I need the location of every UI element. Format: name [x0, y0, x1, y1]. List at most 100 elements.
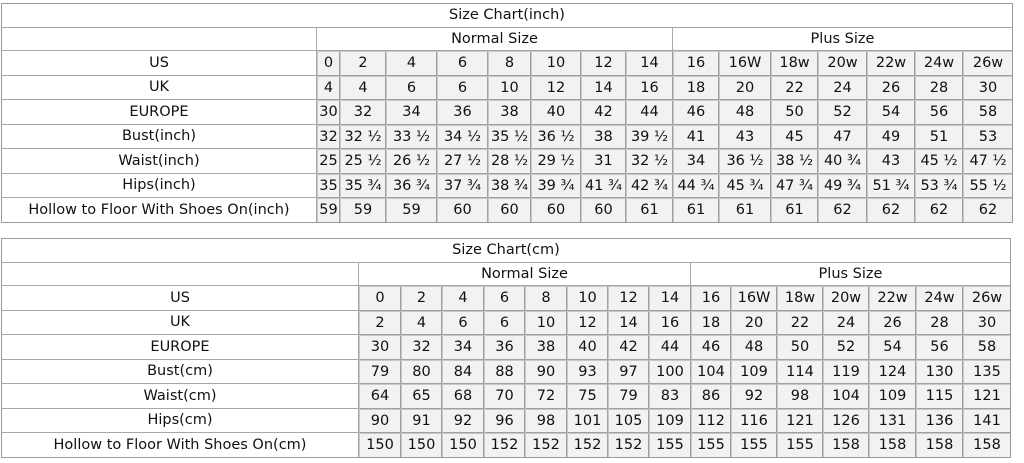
row-label: Hollow to Floor With Shoes On(cm)	[2, 433, 359, 457]
value-cell: 150	[359, 433, 401, 457]
value-cell: 22	[771, 75, 818, 100]
value-cell: 97	[608, 359, 649, 384]
value-cell: 60	[531, 198, 581, 222]
value-cell: 141	[963, 408, 1010, 433]
value-cell: 92	[442, 408, 484, 433]
row-label: Hollow to Floor With Shoes On(inch)	[2, 198, 317, 222]
value-cell: 112	[691, 408, 731, 433]
value-cell: 32 ½	[626, 149, 673, 174]
value-cell: 62	[963, 198, 1012, 222]
size-group-header: Normal Size	[359, 262, 691, 286]
value-cell: 58	[963, 100, 1012, 125]
value-cell: 33 ½	[386, 124, 437, 149]
value-cell: 28	[916, 310, 963, 335]
value-cell: 35 ¾	[340, 173, 386, 198]
value-cell: 150	[401, 433, 442, 457]
table-title: Size Chart(cm)	[2, 239, 1010, 263]
value-cell: 150	[442, 433, 484, 457]
value-cell: 45 ½	[915, 149, 963, 174]
value-cell: 155	[691, 433, 731, 457]
value-cell: 121	[777, 408, 823, 433]
value-cell: 18	[673, 75, 719, 100]
value-cell: 34 ½	[437, 124, 488, 149]
table-row: EUROPE 30 32 34 36 38 40 42 44 46 48 50 52 54 56 58	[2, 335, 1010, 360]
value-cell: 6	[484, 310, 525, 335]
value-cell: 34	[673, 149, 719, 174]
value-cell: 2	[340, 51, 386, 76]
value-cell: 62	[818, 198, 867, 222]
value-cell: 41 ¾	[581, 173, 626, 198]
value-cell: 26	[867, 75, 915, 100]
value-cell: 58	[963, 335, 1010, 360]
row-label: Bust(cm)	[2, 359, 359, 384]
value-cell: 36 ½	[719, 149, 771, 174]
table-row: US 0 2 4 6 8 10 12 14 16 16W 18w 20w 22w 24w 26w	[2, 51, 1012, 76]
value-cell: 34	[386, 100, 437, 125]
value-cell: 158	[823, 433, 869, 457]
row-label: EUROPE	[2, 100, 317, 125]
size-group-header: Plus Size	[691, 262, 1010, 286]
value-cell: 26w	[963, 51, 1012, 76]
value-cell: 48	[719, 100, 771, 125]
value-cell: 47 ½	[963, 149, 1012, 174]
value-cell: 46	[691, 335, 731, 360]
value-cell: 22	[777, 310, 823, 335]
value-cell: 24	[818, 75, 867, 100]
table-row: US 0 2 4 6 8 10 12 14 16 16W 18w 20w 22w 24w 26w	[2, 286, 1010, 311]
value-cell: 12	[581, 51, 626, 76]
value-cell: 0	[359, 286, 401, 311]
title-row: Size Chart(cm)	[2, 239, 1010, 263]
value-cell: 68	[442, 384, 484, 409]
title-row: Size Chart(inch)	[2, 4, 1012, 28]
value-cell: 60	[437, 198, 488, 222]
value-cell: 91	[401, 408, 442, 433]
value-cell: 152	[525, 433, 567, 457]
blank-cell	[2, 262, 359, 286]
row-label: EUROPE	[2, 335, 359, 360]
value-cell: 28	[915, 75, 963, 100]
value-cell: 90	[359, 408, 401, 433]
table-row: UK 4 4 6 6 10 12 14 16 18 20 22 24 26 28 30	[2, 75, 1012, 100]
value-cell: 6	[386, 75, 437, 100]
value-cell: 30	[359, 335, 401, 360]
value-cell: 72	[525, 384, 567, 409]
value-cell: 155	[731, 433, 777, 457]
value-cell: 14	[626, 51, 673, 76]
value-cell: 44	[649, 335, 691, 360]
value-cell: 36	[484, 335, 525, 360]
value-cell: 70	[484, 384, 525, 409]
row-label: US	[2, 286, 359, 311]
value-cell: 16W	[731, 286, 777, 311]
value-cell: 55 ½	[963, 173, 1012, 198]
value-cell: 6	[442, 310, 484, 335]
value-cell: 10	[525, 310, 567, 335]
table-row: Hollow to Floor With Shoes On(inch) 59 59 5…	[2, 198, 1012, 222]
value-cell: 10	[567, 286, 608, 311]
value-cell: 22w	[867, 51, 915, 76]
value-cell: 28 ½	[488, 149, 531, 174]
value-cell: 135	[963, 359, 1010, 384]
value-cell: 6	[484, 286, 525, 311]
table-row: Bust(inch) 32 32 ½ 33 ½ 34 ½ 35 ½ 36 ½ 38 39 ½ 41…	[2, 124, 1012, 149]
value-cell: 4	[317, 75, 340, 100]
value-cell: 53 ¾	[915, 173, 963, 198]
value-cell: 35	[317, 173, 340, 198]
value-cell: 42	[608, 335, 649, 360]
value-cell: 101	[567, 408, 608, 433]
value-cell: 16W	[719, 51, 771, 76]
value-cell: 45 ¾	[719, 173, 771, 198]
value-cell: 26 ½	[386, 149, 437, 174]
value-cell: 36 ½	[531, 124, 581, 149]
size-chart-inch-table: Size Chart(inch) Normal Size Plus Size US 0 2…	[1, 3, 1013, 223]
value-cell: 16	[626, 75, 673, 100]
value-cell: 48	[731, 335, 777, 360]
table-row: Hips(cm) 90 91 92 96 98 101 105 109 112 116 121 126 1…	[2, 408, 1010, 433]
value-cell: 60	[581, 198, 626, 222]
row-label: UK	[2, 75, 317, 100]
value-cell: 61	[626, 198, 673, 222]
value-cell: 35 ½	[488, 124, 531, 149]
value-cell: 84	[442, 359, 484, 384]
row-label: US	[2, 51, 317, 76]
value-cell: 20w	[823, 286, 869, 311]
value-cell: 136	[916, 408, 963, 433]
